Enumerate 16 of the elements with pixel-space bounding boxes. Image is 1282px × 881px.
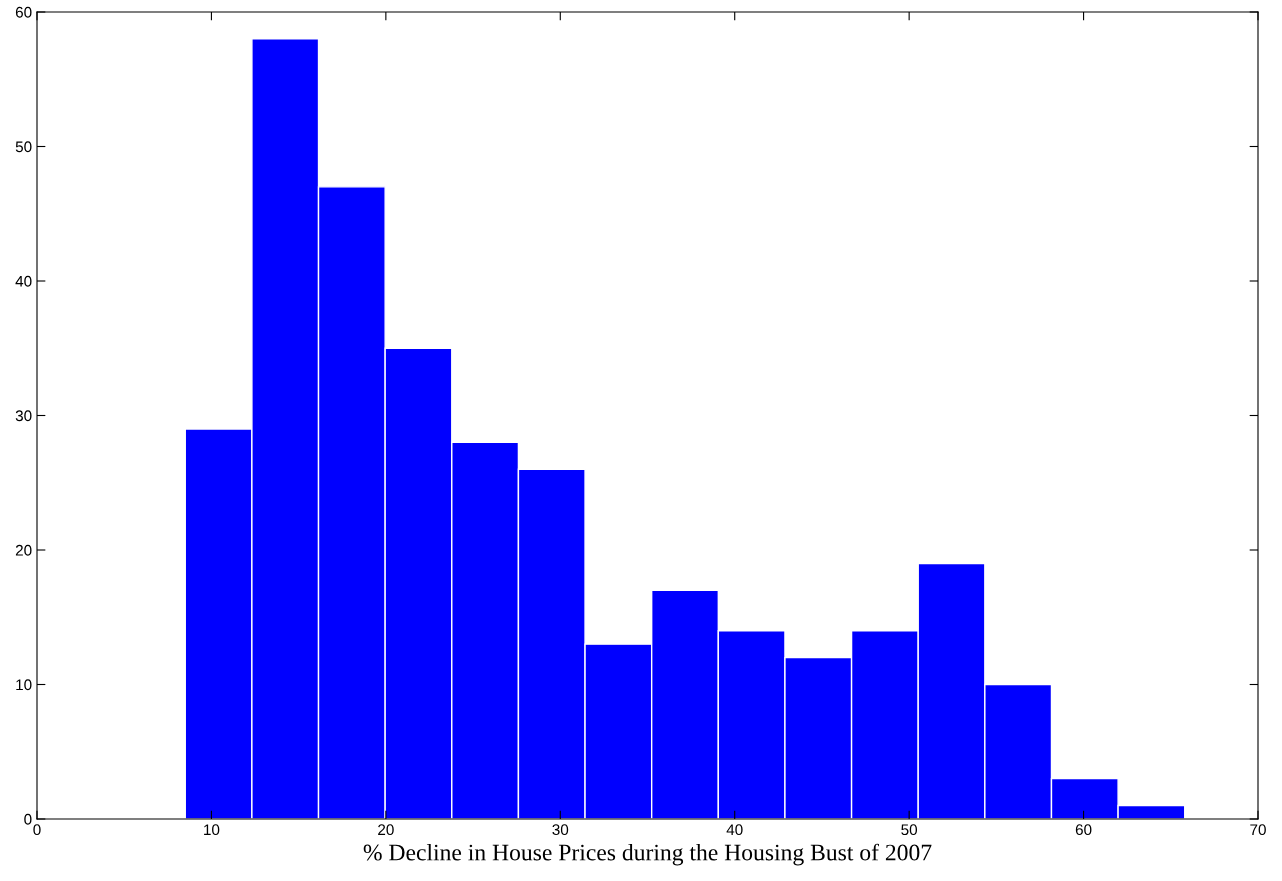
- x-tick-label: 30: [552, 824, 569, 836]
- y-tick-label: 10: [16, 679, 32, 691]
- x-tick-label: 10: [204, 824, 220, 836]
- y-tick-label: 0: [24, 813, 32, 825]
- x-tick-label: 50: [901, 824, 918, 836]
- x-tick-label: 70: [1250, 824, 1266, 836]
- y-tick-label: 50: [15, 141, 32, 153]
- x-tick-label: 0: [33, 824, 41, 836]
- y-tick-label: 40: [15, 275, 32, 287]
- y-tick-label: 30: [15, 410, 32, 422]
- x-tick-label: 20: [378, 824, 394, 836]
- y-tick-label: 20: [15, 544, 32, 556]
- x-axis-title: % Decline in House Prices during the Housing Bust of 2007: [363, 843, 932, 866]
- x-tick-label: 60: [1075, 824, 1092, 836]
- y-tick-label: 60: [15, 6, 32, 18]
- x-tick-label: 40: [726, 824, 743, 836]
